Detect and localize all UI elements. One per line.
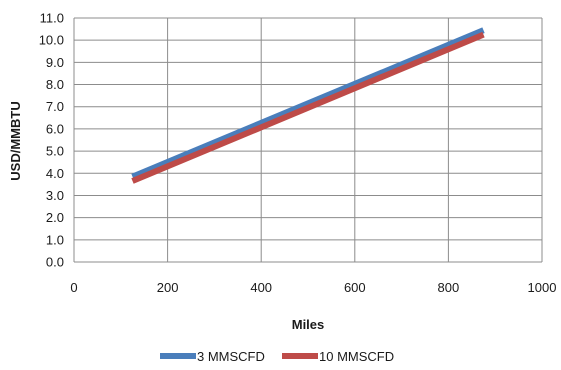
- y-tick-labels: 0.0 1.0 2.0 3.0 4.0 5.0 6.0 7.0 8.0 9.0 10.0 11.0: [39, 11, 64, 270]
- y-tick-label: 2.0: [46, 210, 64, 225]
- x-tick-label: 600: [344, 280, 366, 295]
- y-tick-label: 8.0: [46, 77, 64, 92]
- x-tick-label: 200: [157, 280, 179, 295]
- legend-label-1: 3 MMSCFD: [197, 349, 265, 364]
- y-tick-label: 11.0: [40, 11, 64, 26]
- x-tick-label: 800: [438, 280, 460, 295]
- y-tick-label: 5.0: [46, 144, 64, 159]
- y-tick-label: 10.0: [39, 33, 64, 48]
- y-tick-label: 1.0: [46, 232, 64, 247]
- x-tick-label: 400: [250, 280, 272, 295]
- y-tick-label: 3.0: [46, 188, 64, 203]
- y-tick-label: 9.0: [46, 55, 64, 70]
- legend-label-2: 10 MMSCFD: [319, 349, 394, 364]
- series-lines: [131, 27, 485, 184]
- x-tick-label: 1000: [528, 280, 557, 295]
- y-axis-title: USD/MMBTU: [8, 101, 23, 180]
- y-tick-label: 4.0: [46, 166, 64, 181]
- legend: 3 MMSCFD 10 MMSCFD: [160, 349, 394, 364]
- x-tick-label: 0: [70, 280, 77, 295]
- series-line-2: [131, 31, 485, 184]
- y-tick-label: 0.0: [46, 255, 64, 270]
- series-line-1: [131, 27, 485, 180]
- grid-lines: [73, 17, 543, 263]
- x-axis-title: Miles: [292, 317, 325, 332]
- x-tick-labels: 0 200 400 600 800 1000: [70, 280, 556, 295]
- y-tick-label: 7.0: [46, 99, 64, 114]
- y-tick-label: 6.0: [46, 121, 64, 136]
